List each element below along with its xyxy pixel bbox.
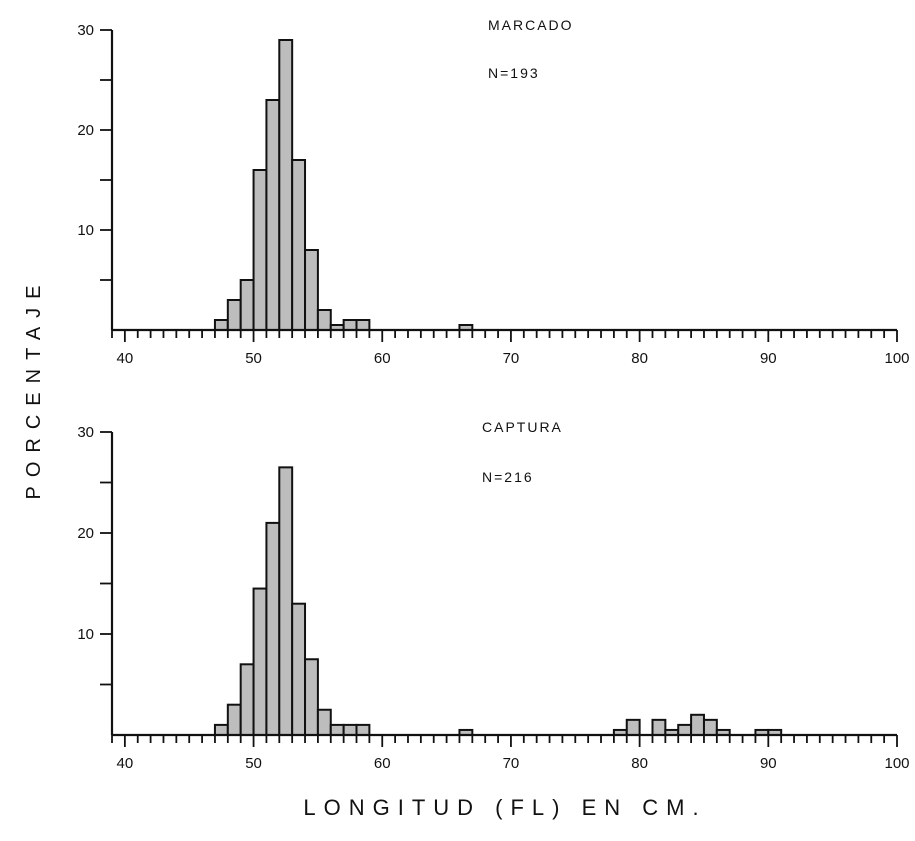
y-axis-label: PORCENTAJE	[23, 277, 45, 500]
y-tick-label: 30	[77, 424, 94, 441]
histogram-bar	[265, 521, 281, 737]
x-tick-label: 80	[631, 755, 648, 772]
x-tick-label: 60	[374, 350, 391, 367]
x-tick-label: 60	[374, 755, 391, 772]
histogram-bar	[677, 723, 693, 737]
y-tick-label: 20	[77, 525, 94, 542]
histogram-bar	[278, 466, 294, 736]
y-tick-label: 20	[77, 122, 94, 139]
y-tick-label: 10	[77, 222, 94, 239]
histogram-bar	[329, 723, 345, 737]
histogram-bar	[265, 99, 281, 331]
histogram-bar	[252, 169, 268, 331]
panel-annotation: CAPTURA	[482, 419, 563, 435]
x-tick-label: 90	[760, 755, 777, 772]
panel-captura: CAPTURA N=216 10 20 30 40 50 60 70 80 90 100	[77, 419, 909, 772]
histogram-bar	[226, 703, 242, 737]
histogram-bar	[690, 713, 705, 736]
histogram-bar	[252, 587, 268, 736]
x-tick-label: 40	[117, 350, 134, 367]
histogram-bar	[239, 279, 255, 331]
histogram-bar	[304, 249, 319, 331]
x-tick-label: 70	[503, 350, 520, 367]
x-tick-label: 100	[884, 755, 909, 772]
histogram-bar	[239, 663, 255, 736]
sample-size-label: N=193	[488, 65, 540, 81]
x-axis-label: LONGITUD (FL) EN CM.	[303, 795, 706, 820]
histogram-bar	[291, 602, 307, 737]
histogram-bar	[651, 718, 667, 736]
x-tick-label: 80	[631, 350, 648, 367]
histogram-bar	[213, 319, 229, 331]
histogram-bar	[355, 723, 371, 737]
histogram-bar	[355, 319, 371, 331]
panel-marcado: MARCADO N=193 10 20 30 40 50 60 70 80 90 100	[77, 17, 909, 367]
histogram-bar	[278, 39, 294, 331]
y-tick-label: 10	[77, 626, 94, 643]
x-tick-label: 90	[760, 350, 777, 367]
x-tick-label: 50	[245, 755, 262, 772]
x-tick-label: 40	[117, 755, 134, 772]
histogram-bar	[304, 658, 319, 736]
histogram-bar	[625, 718, 641, 736]
histogram-bar	[342, 319, 358, 331]
y-tick-label: 30	[77, 22, 94, 39]
histogram-bar	[226, 299, 242, 331]
x-tick-label: 70	[503, 755, 520, 772]
sample-size-label: N=216	[482, 469, 534, 485]
x-tick-label: 100	[884, 350, 909, 367]
histogram-bar	[316, 309, 332, 331]
panel-annotation: MARCADO	[488, 17, 574, 33]
histogram-bar	[316, 708, 332, 736]
histogram-bar	[342, 723, 358, 737]
x-tick-label: 50	[245, 350, 262, 367]
histogram-bar	[702, 718, 718, 736]
histogram-bar	[291, 159, 307, 331]
histogram-bar	[213, 723, 229, 737]
